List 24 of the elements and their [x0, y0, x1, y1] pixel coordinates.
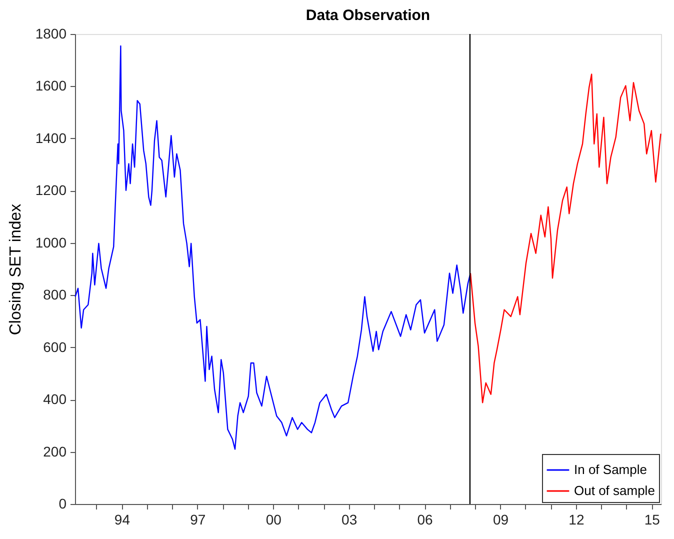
- line-series: [74, 45, 472, 450]
- line-series: [470, 74, 662, 404]
- y-axis-title: Closing SET index: [7, 204, 24, 336]
- y-tick-label: 800: [43, 286, 67, 303]
- chart-title: Data Observation: [306, 7, 430, 24]
- x-tick-label: 94: [114, 512, 130, 528]
- y-tick-label: 1800: [35, 26, 67, 42]
- x-tick-label: 15: [644, 512, 660, 528]
- y-tick-label: 200: [43, 443, 67, 460]
- y-tick-label: 600: [43, 338, 67, 355]
- x-tick-label: 03: [342, 512, 358, 528]
- y-tick-label: 0: [58, 496, 67, 512]
- x-tick-label: 00: [266, 512, 282, 528]
- x-tick-label: 97: [190, 512, 206, 528]
- y-tick-label: 1600: [35, 78, 67, 94]
- y-tick-label: 400: [43, 391, 67, 408]
- y-tick-label: 1200: [35, 182, 67, 198]
- y-tick-label: 1400: [35, 130, 67, 146]
- legend-label: In of Sample: [574, 462, 647, 477]
- x-tick-label: 09: [492, 512, 509, 528]
- y-tick-label: 1000: [35, 234, 67, 250]
- legend-label: Out of sample: [574, 483, 655, 498]
- x-tick-label: 12: [568, 512, 584, 528]
- x-tick-label: 06: [417, 512, 434, 528]
